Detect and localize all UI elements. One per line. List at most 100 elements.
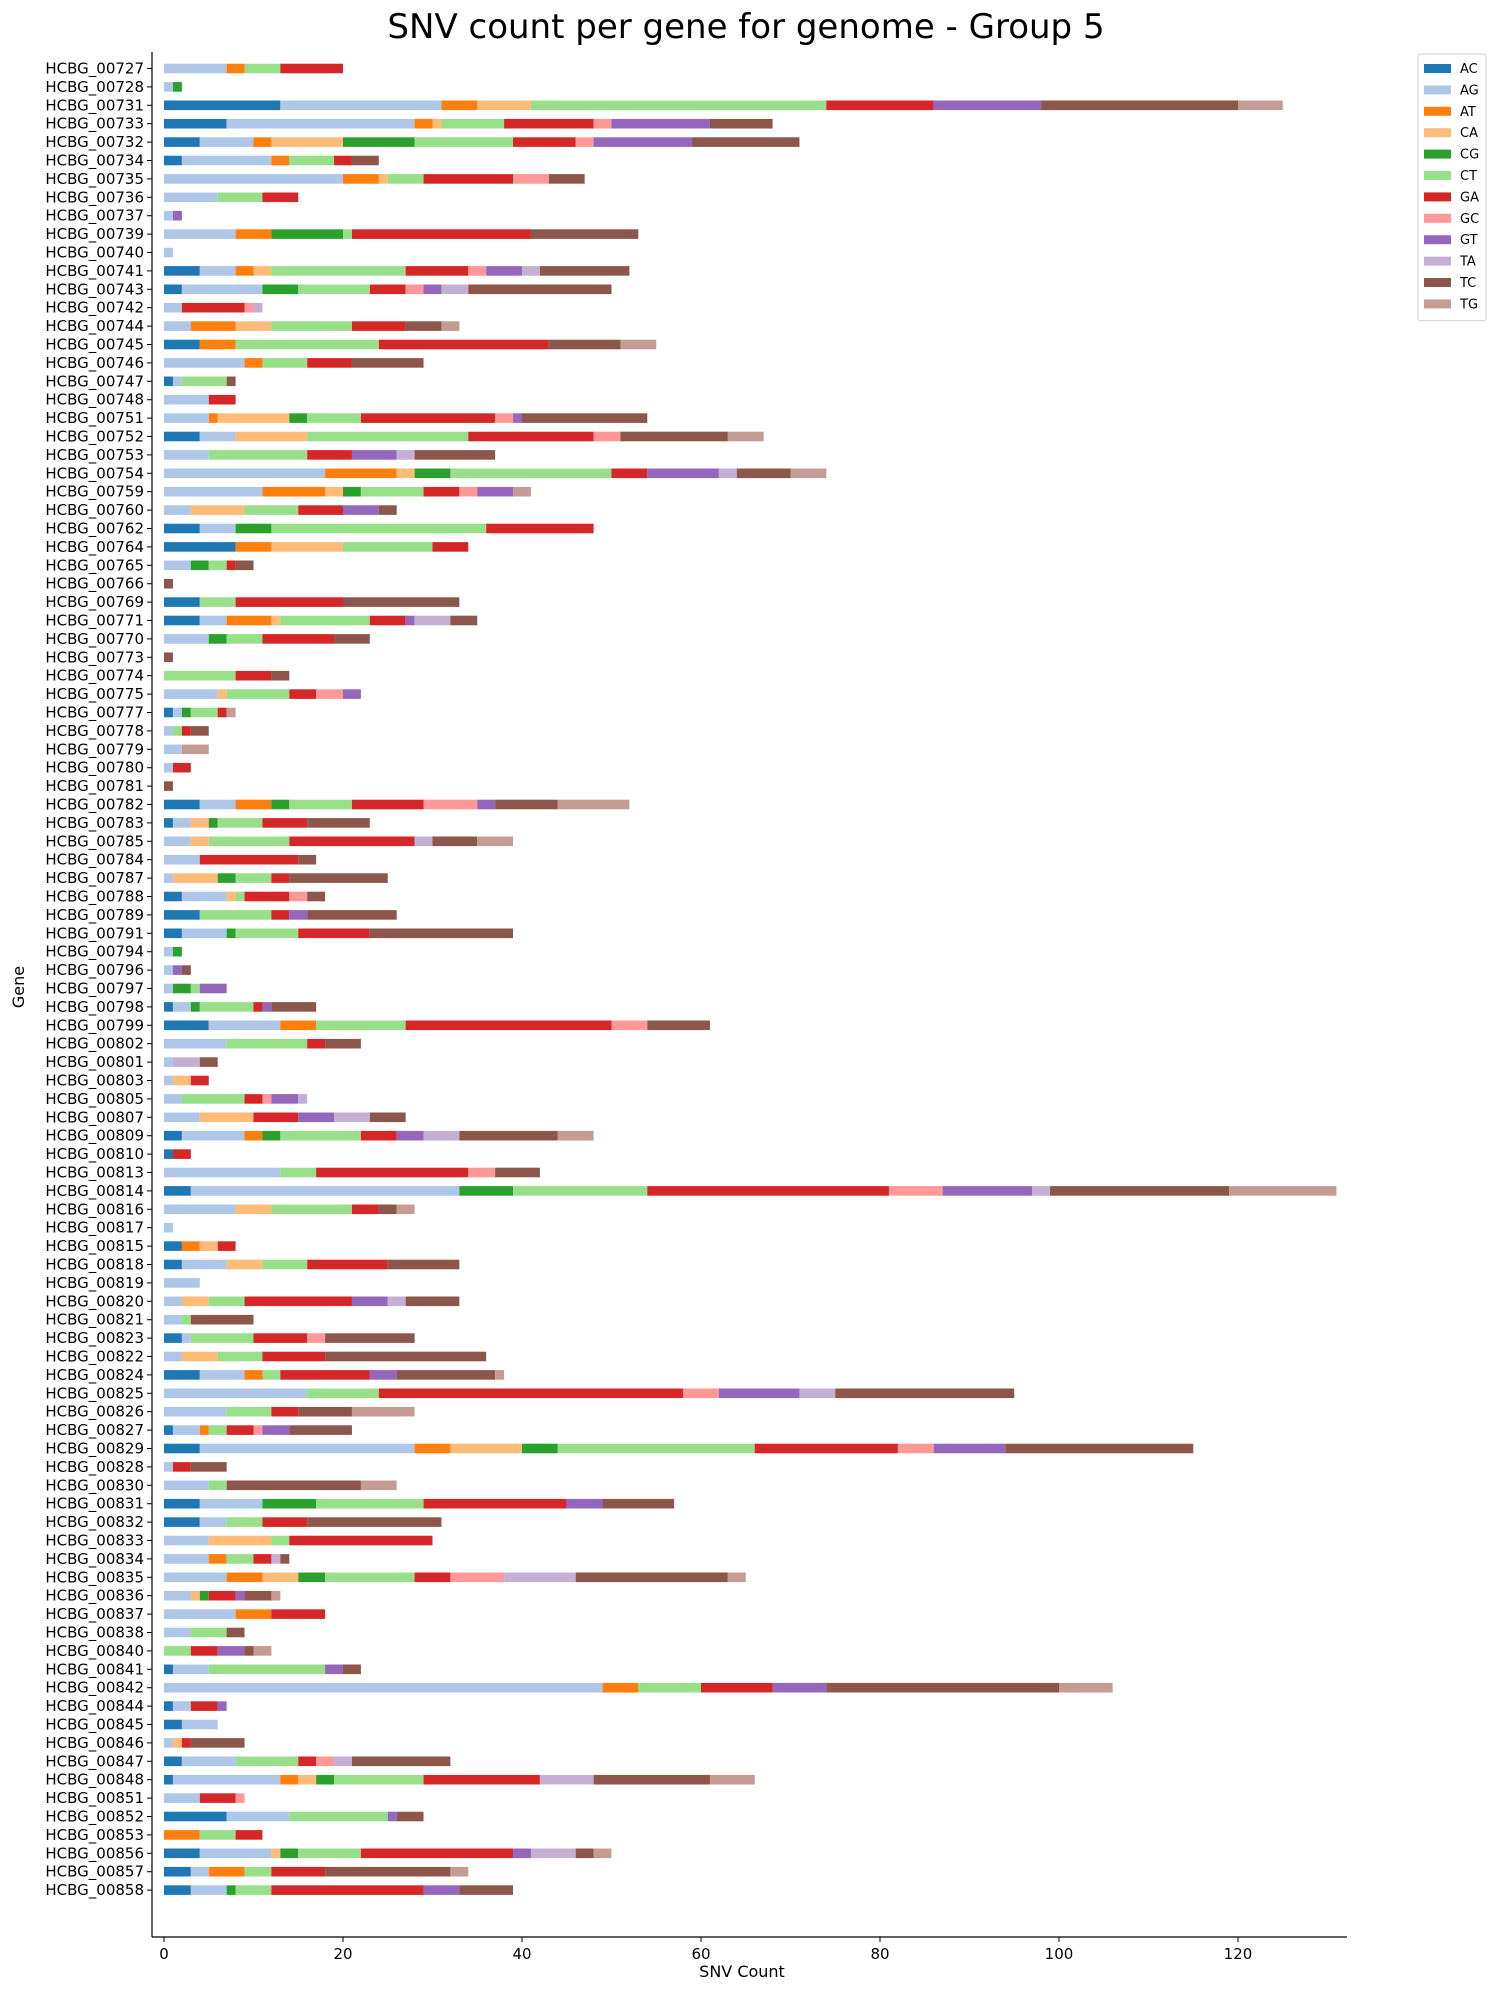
- bar-segment-HCBG_00824-CT: [262, 1370, 281, 1380]
- bar-segment-HCBG_00819-AG: [164, 1278, 200, 1288]
- bar-row-HCBG_00747: [164, 376, 236, 387]
- bar-segment-HCBG_00815-GA: [217, 1241, 236, 1251]
- y-tick-label: HCBG_00841: [45, 1660, 144, 1679]
- bar-segment-HCBG_00857-AG: [190, 1866, 209, 1877]
- bar-segment-HCBG_00783-CA: [190, 818, 209, 828]
- bar-row-HCBG_00810: [164, 1149, 191, 1159]
- bar-segment-HCBG_00841-AG: [172, 1664, 209, 1675]
- bar-segment-HCBG_00733-AG: [226, 118, 415, 129]
- bar-segment-HCBG_00832-CT: [226, 1517, 263, 1527]
- bar-segment-HCBG_00828-TC: [190, 1462, 227, 1472]
- y-tick-label: HCBG_00791: [45, 924, 144, 943]
- bar-segment-HCBG_00764-GA: [432, 542, 469, 552]
- bar-segment-HCBG_00848-AG: [172, 1774, 281, 1785]
- bar-segment-HCBG_00836-TG: [271, 1590, 281, 1601]
- bar-segment-HCBG_00847-CT: [235, 1756, 299, 1767]
- y-tick-label: HCBG_00817: [45, 1219, 144, 1238]
- bar-segment-HCBG_00789-AC: [164, 910, 200, 920]
- legend: AC AG AT CA CG CT GA GC GT TA TC TG: [1417, 53, 1487, 322]
- bar-segment-HCBG_00735-GC: [513, 174, 549, 184]
- bar-segment-HCBG_00837-AT: [235, 1609, 272, 1619]
- bar-segment-HCBG_00788-CA: [226, 891, 236, 902]
- bar-segment-HCBG_00741-GT: [486, 266, 522, 276]
- y-tick-label: HCBG_00844: [45, 1697, 144, 1716]
- bar-row-HCBG_00759: [164, 486, 531, 497]
- bar-segment-HCBG_00782-AT: [235, 799, 272, 810]
- bar-segment-HCBG_00751-TC: [522, 413, 648, 423]
- bar-segment-HCBG_00805-GA: [244, 1094, 263, 1104]
- y-tick-label: HCBG_00858: [45, 1881, 144, 1900]
- bar-row-HCBG_00807: [164, 1112, 406, 1123]
- bar-segment-HCBG_00847-GA: [298, 1756, 317, 1767]
- bar-segment-HCBG_00835-AT: [226, 1572, 263, 1583]
- bar-segment-HCBG_00857-TG: [450, 1866, 469, 1877]
- bar-segment-HCBG_00832-AC: [164, 1517, 200, 1527]
- bar-segment-HCBG_00782-TC: [495, 799, 558, 810]
- bar-segment-HCBG_00779-TG: [181, 744, 209, 755]
- bar-segment-HCBG_00801-TC: [199, 1057, 218, 1067]
- y-tick-label: HCBG_00734: [45, 152, 144, 171]
- bar-segment-HCBG_00735-CA: [378, 174, 388, 184]
- bar-segment-HCBG_00731-TC: [1041, 100, 1238, 111]
- bar-segment-HCBG_00834-AG: [164, 1554, 209, 1564]
- bar-row-HCBG_00769: [164, 597, 460, 607]
- legend-swatch: [1424, 64, 1451, 73]
- bar-segment-HCBG_00840-TG: [253, 1646, 272, 1656]
- bar-segment-HCBG_00751-CT: [307, 413, 361, 423]
- bar-segment-HCBG_00734-AG: [181, 155, 272, 166]
- x-tick-label: 80: [870, 1945, 889, 1963]
- bar-segment-HCBG_00735-AG: [164, 174, 343, 184]
- bar-segment-HCBG_00780-AG: [164, 762, 173, 773]
- bar-segment-HCBG_00751-AG: [164, 413, 209, 423]
- bar-segment-HCBG_00830-TC: [226, 1480, 361, 1491]
- bar-segment-HCBG_00853-CT: [199, 1830, 236, 1840]
- bar-segment-HCBG_00733-TC: [709, 118, 773, 129]
- bar-segment-HCBG_00760-GA: [298, 505, 343, 515]
- bar-segment-HCBG_00791-CG: [226, 928, 236, 939]
- bar-segment-HCBG_00743-GA: [369, 284, 406, 295]
- y-tick-label: HCBG_00789: [45, 906, 144, 925]
- bar-segment-HCBG_00841-CT: [208, 1664, 326, 1675]
- bar-segment-HCBG_00807-GA: [253, 1112, 299, 1123]
- bar-row-HCBG_00760: [164, 505, 397, 515]
- bar-segment-HCBG_00834-AT: [208, 1554, 227, 1564]
- bar-segment-HCBG_00796-AG: [164, 965, 173, 975]
- bar-segment-HCBG_00771-CT: [280, 615, 370, 626]
- bar-segment-HCBG_00754-TG: [790, 468, 827, 479]
- legend-item-TG: TG: [1424, 297, 1478, 312]
- bar-row-HCBG_00783: [164, 818, 370, 828]
- bar-segment-HCBG_00733-CA: [432, 118, 442, 129]
- bar-segment-HCBG_00785-GA: [289, 836, 415, 847]
- bar-row-HCBG_00728: [164, 82, 182, 92]
- x-tick-label: 40: [512, 1945, 531, 1963]
- bar-segment-HCBG_00748-GA: [208, 394, 236, 405]
- bar-row-HCBG_00744: [164, 321, 460, 331]
- bar-segment-HCBG_00753-TC: [414, 450, 496, 460]
- bar-segment-HCBG_00836-CA: [190, 1590, 200, 1601]
- bar-segment-HCBG_00771-AT: [226, 615, 272, 626]
- y-tick-label: HCBG_00773: [45, 648, 144, 667]
- legend-label: GA: [1460, 190, 1479, 205]
- bar-segment-HCBG_00778-GA: [181, 726, 191, 736]
- bar-segment-HCBG_00769-GA: [235, 597, 343, 607]
- bar-segment-HCBG_00813-CT: [280, 1167, 317, 1178]
- bar-segment-HCBG_00744-GA: [351, 321, 406, 331]
- bar-row-HCBG_00841: [164, 1664, 361, 1675]
- y-tick-label: HCBG_00784: [45, 851, 144, 870]
- bar-row-HCBG_00764: [164, 542, 469, 552]
- legend-swatch: [1424, 299, 1451, 309]
- bar-segment-HCBG_00770-CG: [208, 634, 227, 644]
- bar-row-HCBG_00731: [164, 100, 1283, 111]
- bar-segment-HCBG_00802-TC: [325, 1038, 361, 1049]
- bar-segment-HCBG_00827-AT: [199, 1425, 209, 1435]
- bar-segment-HCBG_00857-AT: [208, 1866, 245, 1877]
- bar-segment-HCBG_00782-GT: [477, 799, 496, 810]
- legend-item-TA: TA: [1424, 255, 1476, 270]
- bar-row-HCBG_00832: [164, 1517, 442, 1527]
- bar-segment-HCBG_00803-AG: [164, 1075, 173, 1086]
- bar-segment-HCBG_00818-TC: [387, 1259, 460, 1270]
- bar-segment-HCBG_00829-GA: [754, 1443, 898, 1454]
- y-tick-label: HCBG_00813: [45, 1164, 144, 1183]
- bar-segment-HCBG_00816-CA: [235, 1204, 272, 1215]
